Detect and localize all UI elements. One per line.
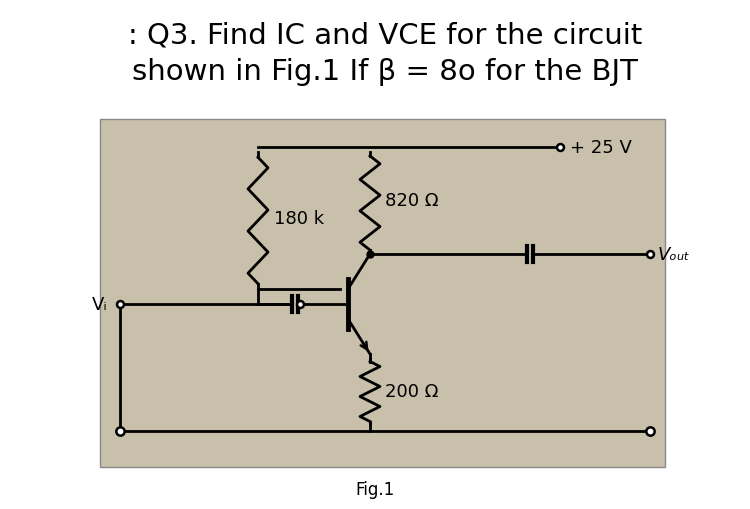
Text: 180 k: 180 k — [274, 210, 324, 228]
Text: Fig.1: Fig.1 — [356, 480, 395, 498]
Text: shown in Fig.1 If β = 8o for the BJT: shown in Fig.1 If β = 8o for the BJT — [132, 58, 638, 86]
Text: + 25 V: + 25 V — [570, 139, 632, 157]
Text: 820 Ω: 820 Ω — [385, 192, 439, 210]
Text: 200 Ω: 200 Ω — [385, 383, 438, 401]
Text: Vᵢ: Vᵢ — [92, 295, 108, 314]
Text: Vₒᵤₜ: Vₒᵤₜ — [658, 245, 690, 264]
Text: : Q3. Find IC and VCE for the circuit: : Q3. Find IC and VCE for the circuit — [128, 21, 642, 49]
Bar — [100, 120, 665, 467]
